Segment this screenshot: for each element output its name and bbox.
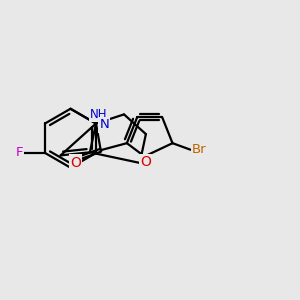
Text: NH: NH bbox=[90, 108, 108, 121]
Text: O: O bbox=[70, 156, 81, 170]
Text: O: O bbox=[141, 155, 152, 169]
Text: N: N bbox=[99, 118, 109, 131]
Text: F: F bbox=[15, 146, 23, 159]
Text: Br: Br bbox=[192, 143, 207, 156]
